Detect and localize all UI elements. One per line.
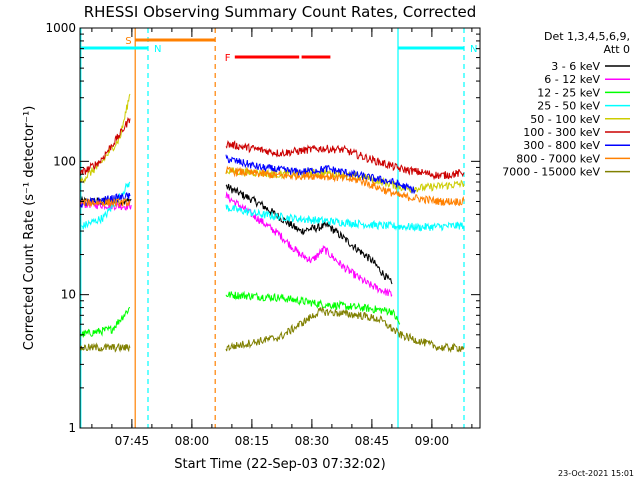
series-line [225, 140, 465, 181]
series-line [80, 307, 130, 338]
series-line [225, 154, 417, 194]
legend-entry-label: 50 - 100 keV [530, 113, 600, 126]
series-line [225, 183, 393, 285]
series-line [225, 290, 401, 325]
x-tick-label: 08:15 [235, 434, 270, 448]
y-tick-label: 10 [61, 288, 76, 302]
legend-entry-label: 7000 - 15000 keV [502, 166, 600, 179]
series-line [225, 204, 465, 232]
series-line [80, 199, 132, 211]
x-tick-label: 09:00 [415, 434, 450, 448]
x-tick-label: 08:00 [175, 434, 210, 448]
legend-header: Att 0 [604, 43, 630, 56]
x-tick-label: 08:30 [295, 434, 330, 448]
flag-label: N [470, 44, 477, 55]
flag-label: F [225, 53, 231, 64]
legend-entry-label: 25 - 50 keV [537, 100, 600, 113]
series-line [80, 197, 131, 208]
x-tick-label: 07:45 [115, 434, 150, 448]
flag-label: N [154, 44, 161, 55]
series-line [80, 116, 131, 177]
legend-entry-label: 3 - 6 keV [551, 60, 600, 73]
series-line [225, 191, 393, 298]
plot-frame [79, 27, 481, 429]
y-axis-label: Corrected Count Rate (s⁻¹ detector⁻¹) [22, 106, 37, 351]
series-line [80, 342, 131, 353]
y-tick-label: 1000 [45, 21, 76, 35]
x-axis-label: Start Time (22-Sep-03 07:32:02) [174, 457, 385, 472]
series-line [225, 306, 465, 353]
legend-entry-label: 12 - 25 keV [537, 86, 600, 99]
legend-entry-label: 6 - 12 keV [544, 73, 600, 86]
y-tick-label: 100 [53, 154, 76, 168]
series-line [225, 165, 465, 207]
x-tick-label: 08:45 [355, 434, 390, 448]
legend-entry-label: 300 - 800 keV [523, 139, 600, 152]
legend-header: Det 1,3,4,5,6,9, [544, 30, 630, 43]
flag-label: S [125, 36, 131, 47]
legend-entry-label: 800 - 7000 keV [516, 152, 600, 165]
footer-date: 23-Oct-2021 15:01 [558, 469, 634, 478]
chart-title: RHESSI Observing Summary Count Rates, Co… [84, 3, 477, 21]
y-tick-label: 1 [68, 421, 76, 435]
legend-entry-label: 100 - 300 keV [523, 126, 600, 139]
